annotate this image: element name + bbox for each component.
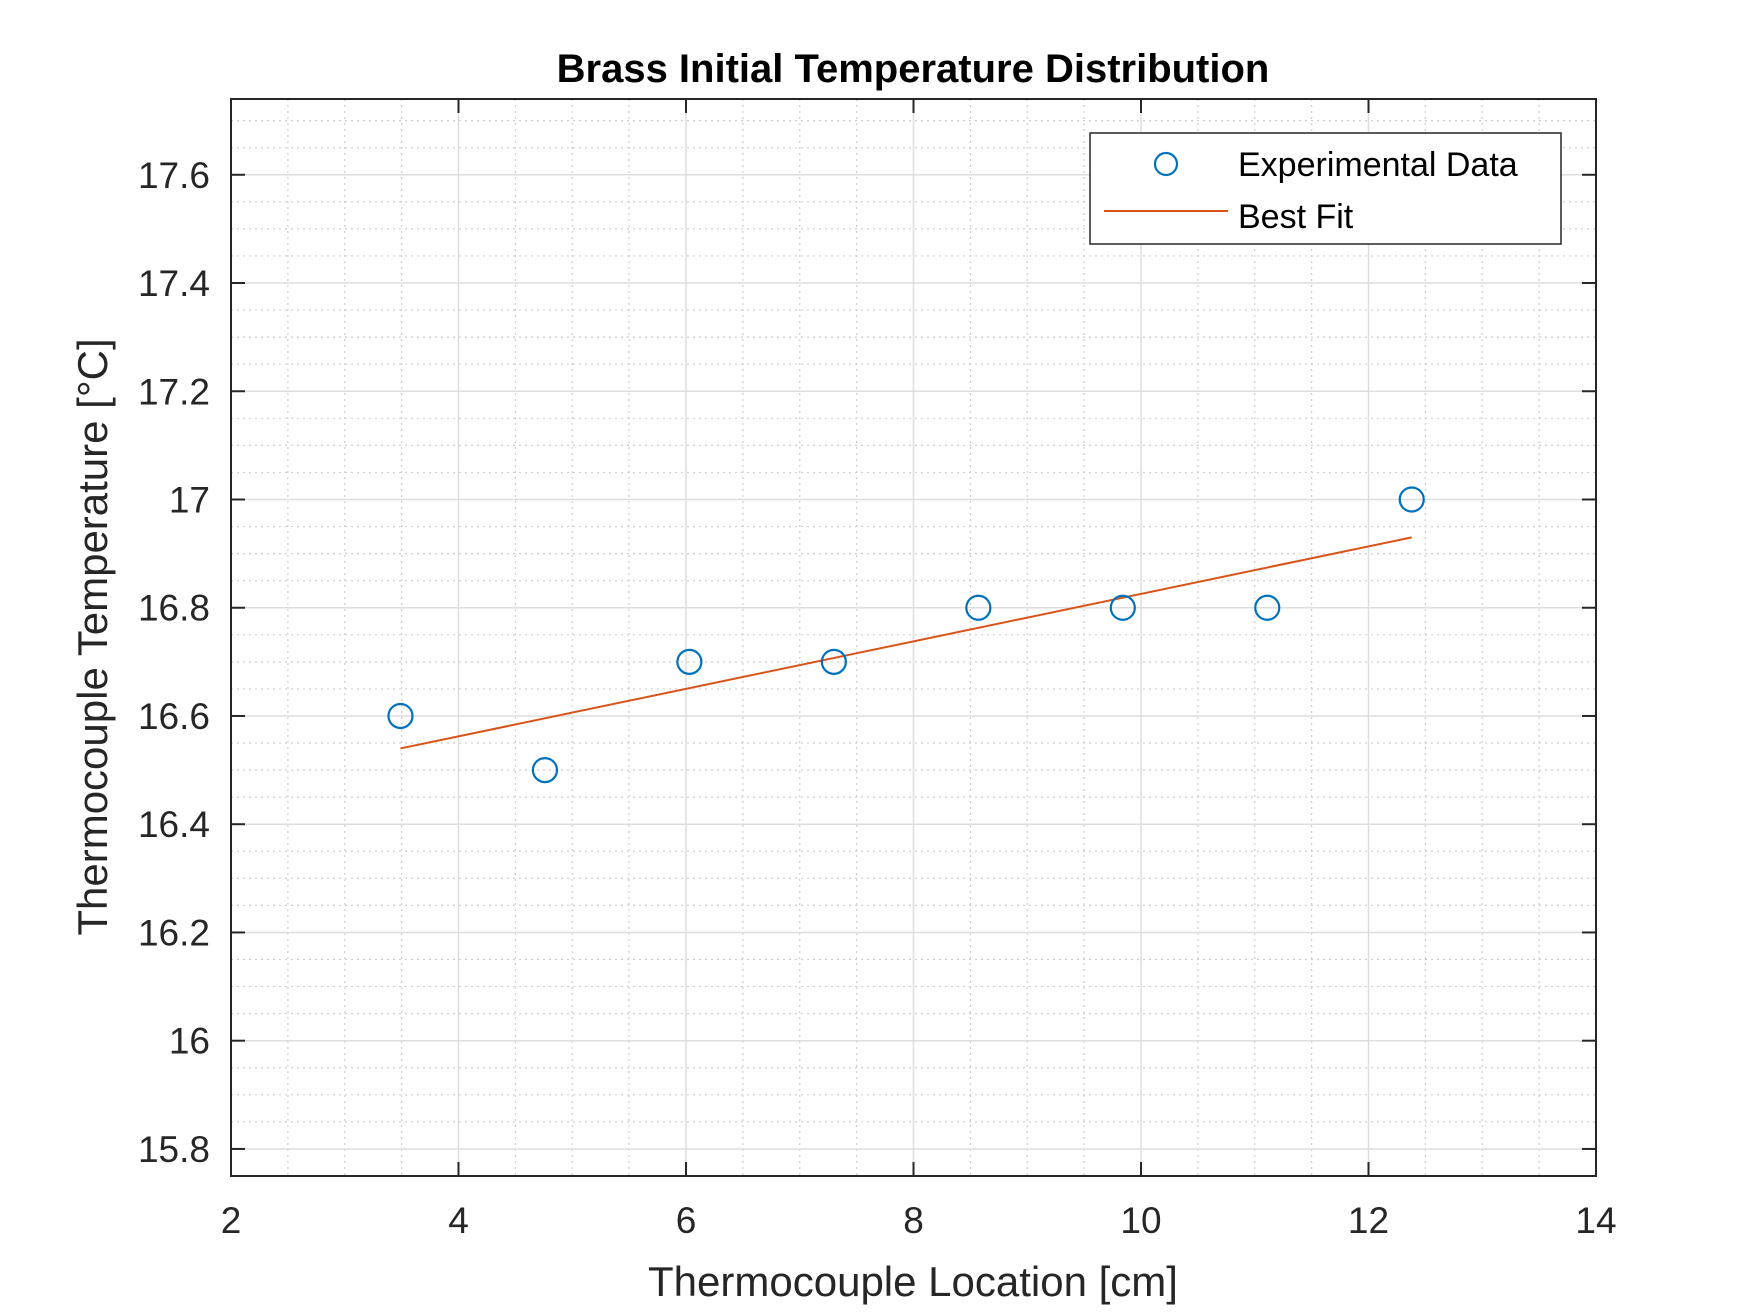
y-tick-label: 16.6 [138,696,210,737]
best-fit-line [400,536,1412,750]
y-tick-label: 16.2 [138,912,210,953]
y-tick-label: 15.8 [138,1129,210,1170]
x-tick-label: 8 [903,1200,924,1241]
y-tick-labels: 15.8 16 16.2 16.4 16.6 16.8 17 17.2 17.4 17.6 [138,155,210,1170]
data-point [1398,486,1425,513]
y-axis-label: Thermocouple Temperature [°C] [69,338,116,935]
data-point [531,756,559,784]
y-tick-label: 17.2 [138,371,210,412]
x-tick-label: 10 [1120,1200,1161,1241]
x-tick-label: 2 [221,1200,242,1241]
data-point [676,648,703,675]
data-point [820,648,847,675]
legend-label-experimental-data: Experimental Data [1238,146,1518,184]
data-point [1109,594,1136,621]
best-fit-layer [400,536,1412,750]
axis-ticks [230,99,1597,1176]
x-tick-label: 4 [448,1200,469,1241]
x-tick-label: 14 [1575,1200,1616,1241]
y-tick-label: 16.8 [138,588,210,629]
y-tick-label: 16 [169,1021,210,1062]
y-tick-label: 16.4 [138,804,210,845]
legend-box [1089,132,1562,245]
legend: Experimental Data Best Fit [1089,132,1562,245]
data-point [387,702,414,730]
legend-marker-experimental-data [1153,151,1179,177]
chart-title: Brass Initial Temperature Distribution [557,47,1270,91]
x-axis-label: Thermocouple Location [cm] [648,1258,1178,1305]
x-tick-labels: 2 4 6 8 10 12 14 [221,1200,1617,1241]
y-tick-label: 17 [169,479,210,520]
data-points-layer [387,486,1425,784]
y-tick-label: 17.4 [138,263,210,304]
x-tick-label: 6 [676,1200,697,1241]
data-point [1254,594,1281,621]
y-tick-label: 17.6 [138,155,210,196]
legend-label-best-fit: Best Fit [1238,198,1354,236]
data-point [965,594,992,621]
x-tick-label: 12 [1348,1200,1389,1241]
